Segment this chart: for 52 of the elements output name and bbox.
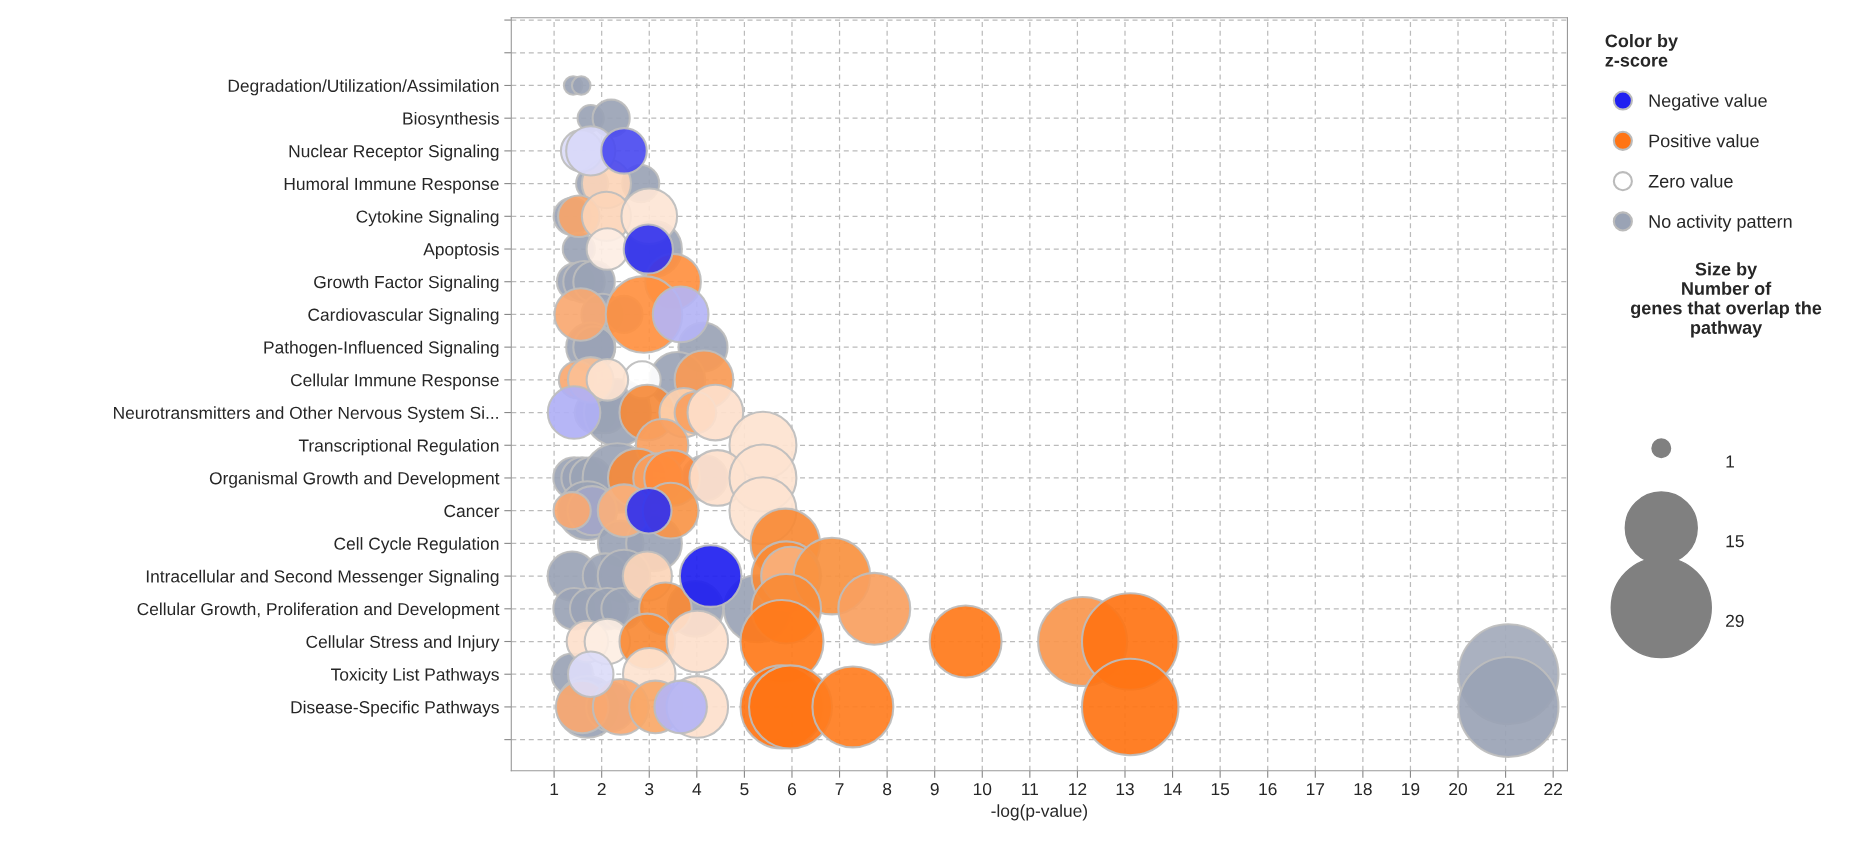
legend-title: Color by z-score [1605, 34, 1678, 67]
y-tick-label: Apoptosis [423, 242, 499, 259]
x-tick-label: 16 [1259, 782, 1277, 796]
x-axis-title: -log(p-value) [991, 804, 1088, 821]
y-tick-label: Transcriptional Regulation [298, 438, 499, 456]
y-tick-label: Organismal Growth and Development [209, 471, 500, 488]
legend-label: No activity pattern [1649, 214, 1792, 232]
y-tick-label: Biosynthesis [403, 111, 499, 129]
y-tick-label: Nuclear Receptor Signaling [289, 144, 499, 161]
y-tick-label: Neurotransmitters and Other Nervous System Si... [114, 406, 498, 423]
y-tick-label: Cytokine Signaling [356, 210, 499, 227]
y-tick-label: Growth Factor Signaling [314, 275, 499, 292]
legend-label: 1 [1726, 455, 1734, 468]
x-tick-label: 3 [645, 782, 654, 796]
y-tick-label: Disease-Specific Pathways [291, 700, 499, 717]
x-tick-label: 11 [1022, 783, 1039, 796]
x-tick-label: 7 [835, 783, 844, 796]
y-tick-label: Toxicity List Pathways [331, 667, 499, 685]
y-tick-label: Intracellular and Second Messenger Signaling [146, 569, 499, 586]
y-tick-label: Cardiovascular Signaling [308, 308, 499, 325]
text: Size by Number of genes that overlap the pathway [1630, 262, 1822, 338]
x-tick-label: 9 [930, 782, 939, 796]
y-tick-label: Cell Cycle Regulation [334, 537, 499, 554]
x-tick-label: 4 [692, 783, 702, 796]
y-tick-label: Degradation/Utilization/Assimilation [228, 79, 499, 96]
y-tick-label: Cancer [444, 504, 500, 518]
x-tick-label: 12 [1069, 782, 1087, 796]
y-tick-label: Humoral Immune Response [284, 177, 499, 194]
legend-label: 29 [1726, 614, 1744, 627]
y-tick-label: Pathogen-Influenced Signaling [264, 340, 499, 358]
x-tick-label: 10 [973, 782, 992, 796]
x-tick-label: 19 [1402, 782, 1420, 796]
x-tick-label: 8 [883, 782, 892, 796]
x-tick-label: 5 [740, 783, 749, 796]
x-tick-label: 6 [788, 782, 797, 796]
legend-label: Zero value [1648, 174, 1733, 188]
x-tick-label: 13 [1116, 782, 1134, 796]
x-tick-label: 21 [1496, 782, 1515, 796]
legend-label: Negative value [1649, 93, 1767, 111]
x-tick-label: 18 [1354, 782, 1372, 796]
x-tick-label: 15 [1211, 783, 1230, 796]
y-tick-label: Cellular Immune Response [290, 373, 499, 390]
legend-label: 15 [1726, 535, 1744, 548]
x-tick-label: 20 [1449, 782, 1467, 796]
x-tick-label: 2 [597, 782, 606, 796]
y-tick-label: Cellular Stress and Injury [306, 635, 500, 652]
x-tick-label: 1 [550, 783, 559, 796]
legend-label: Positive value [1649, 134, 1759, 148]
y-tick-label: Cellular Growth, Proliferation and Development [137, 602, 500, 619]
x-tick-label: 22 [1544, 782, 1562, 796]
x-tick-label: 14 [1164, 783, 1182, 796]
x-tick-label: 17 [1306, 783, 1325, 796]
